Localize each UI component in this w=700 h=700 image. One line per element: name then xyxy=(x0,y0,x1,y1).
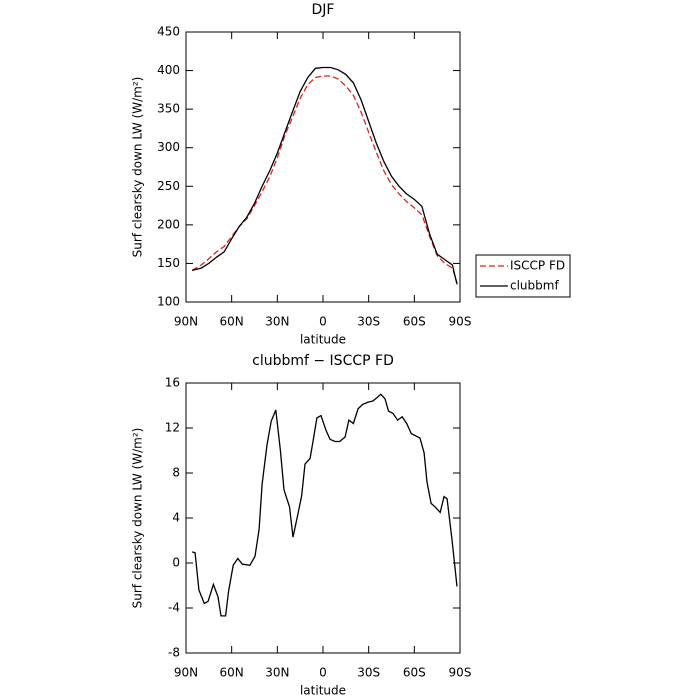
y-tick-label: -4 xyxy=(168,601,180,615)
x-axis-label: latitude xyxy=(300,333,346,347)
y-tick-label: 450 xyxy=(157,25,180,39)
x-tick-label: 30N xyxy=(265,315,289,329)
legend-box xyxy=(475,254,571,298)
x-tick-label: 30S xyxy=(357,315,380,329)
y-tick-label: 4 xyxy=(172,511,180,525)
y-tick-label: 300 xyxy=(157,140,180,154)
x-tick-label: 0 xyxy=(319,315,327,329)
y-tick-label: 400 xyxy=(157,63,180,77)
plot-frame xyxy=(185,31,461,303)
x-tick-label: 60S xyxy=(403,666,426,680)
x-tick-label: 60N xyxy=(220,315,244,329)
y-tick-label: 12 xyxy=(165,421,180,435)
y-tick-label: 250 xyxy=(157,179,180,193)
y-tick-label: 150 xyxy=(157,256,180,270)
y-axis-label: Surf clearsky down LW (W/m²) xyxy=(131,77,145,258)
y-tick-label: 200 xyxy=(157,217,180,231)
y-tick-label: 8 xyxy=(172,466,180,480)
x-tick-label: 90N xyxy=(174,666,198,680)
data-line xyxy=(191,66,458,285)
x-axis-label: latitude xyxy=(300,684,346,698)
x-tick-label: 30S xyxy=(357,666,380,680)
data-line xyxy=(191,393,458,617)
legend-label: ISCCP FD xyxy=(510,259,565,273)
x-tick-label: 60N xyxy=(220,666,244,680)
x-tick-label: 30N xyxy=(265,666,289,680)
legend-label: clubbmf xyxy=(510,279,559,293)
x-tick-label: 90N xyxy=(174,315,198,329)
x-tick-label: 90S xyxy=(449,666,472,680)
x-tick-label: 0 xyxy=(319,666,327,680)
y-tick-label: 16 xyxy=(165,376,180,390)
y-tick-label: 100 xyxy=(157,295,180,309)
y-axis-label: Surf clearsky down LW (W/m²) xyxy=(131,428,145,609)
plot-frame xyxy=(185,382,461,654)
chart-title: clubbmf − ISCCP FD xyxy=(252,353,394,369)
y-tick-label: 0 xyxy=(172,556,180,570)
x-tick-label: 60S xyxy=(403,315,426,329)
data-line xyxy=(191,75,458,283)
x-tick-label: 90S xyxy=(449,315,472,329)
y-tick-label: 350 xyxy=(157,102,180,116)
chart-title: DJF xyxy=(312,2,335,18)
y-tick-label: -8 xyxy=(168,646,180,660)
